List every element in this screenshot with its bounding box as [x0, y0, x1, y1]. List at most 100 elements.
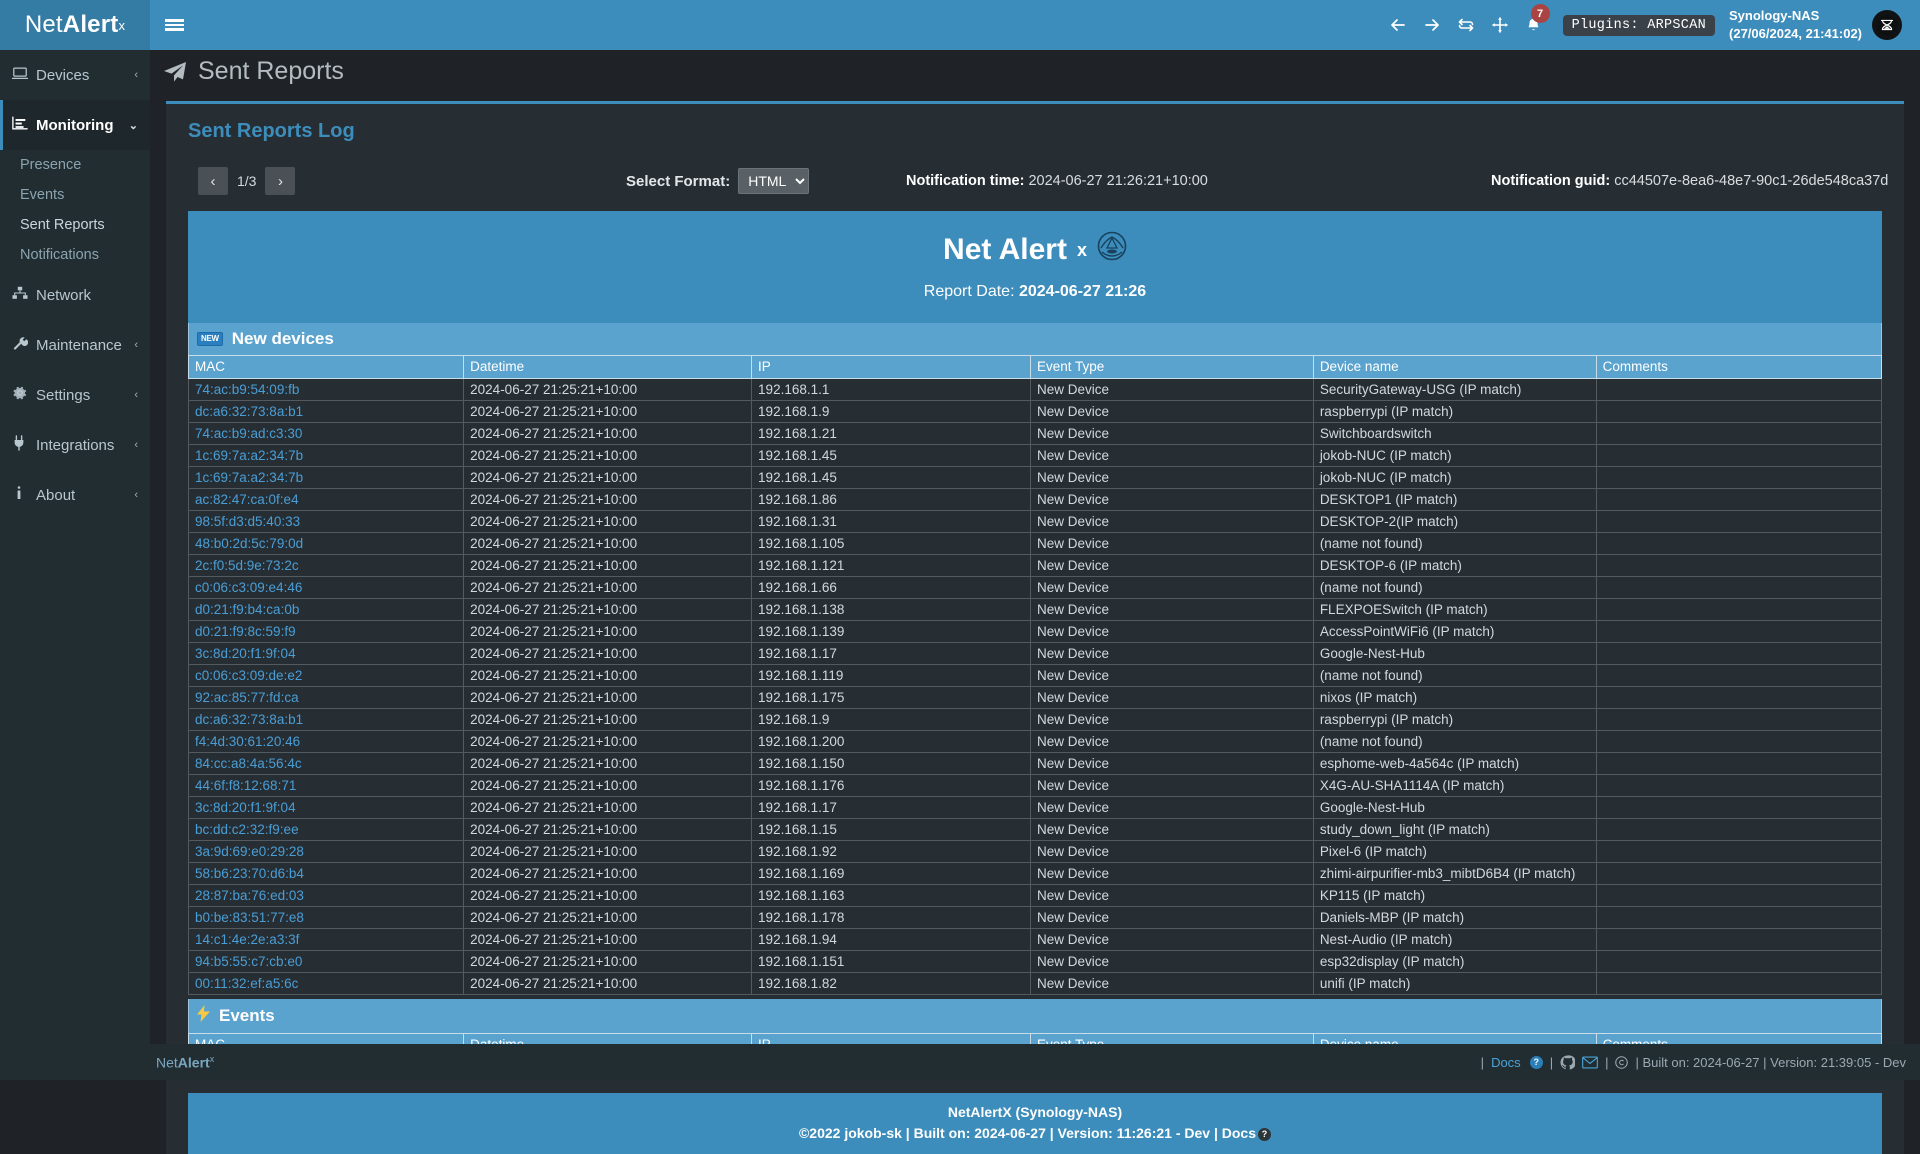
refresh-icon[interactable] [1449, 0, 1483, 50]
cell-mac[interactable]: 94:b5:55:c7:cb:e0 [189, 951, 464, 973]
cell-mac[interactable]: d0:21:f9:b4:ca:0b [189, 599, 464, 621]
cell-mac[interactable]: 00:11:32:ef:a5:6c [189, 973, 464, 995]
cell-mac[interactable]: 1c:69:7a:a2:34:7b [189, 445, 464, 467]
cell-mac[interactable]: b0:be:83:51:77:e8 [189, 907, 464, 929]
cell-event-type: New Device [1031, 929, 1314, 951]
format-select[interactable]: HTML [738, 168, 809, 194]
report-controls: ‹ 1/3 › Select Format: HTML Notification… [166, 155, 1904, 207]
arrows-move-icon[interactable] [1483, 0, 1517, 50]
notification-time-label: Notification time: [906, 173, 1024, 189]
avatar[interactable] [1872, 10, 1902, 40]
mail-icon[interactable] [1582, 1056, 1598, 1069]
cell-mac[interactable]: 1c:69:7a:a2:34:7b [189, 467, 464, 489]
cell-mac[interactable]: 98:5f:d3:d5:40:33 [189, 511, 464, 533]
cell-device-name: study_down_light (IP match) [1313, 819, 1596, 841]
cell-mac[interactable]: 48:b0:2d:5c:79:0d [189, 533, 464, 555]
cell-mac[interactable]: bc:dd:c2:32:f9:ee [189, 819, 464, 841]
cell-mac[interactable]: 3c:8d:20:f1:9f:04 [189, 797, 464, 819]
sidebar-item-maintenance[interactable]: Maintenance ‹ [0, 320, 150, 370]
cell-mac[interactable]: 3a:9d:69:e0:29:28 [189, 841, 464, 863]
cell-mac[interactable]: 44:6f:f8:12:68:71 [189, 775, 464, 797]
column-header-ip: IP [752, 356, 1031, 379]
sidebar-item-network[interactable]: Network [0, 270, 150, 320]
cell-mac[interactable]: 74:ac:b9:ad:c3:30 [189, 423, 464, 445]
cell-mac[interactable]: dc:a6:32:73:8a:b1 [189, 401, 464, 423]
cell-comments [1596, 753, 1881, 775]
cell-mac[interactable]: 84:cc:a8:4a:56:4c [189, 753, 464, 775]
sidebar-item-monitoring[interactable]: Monitoring ⌄ [0, 100, 150, 150]
cell-mac[interactable]: 2c:f0:5d:9e:73:2c [189, 555, 464, 577]
cell-mac[interactable]: c0:06:c3:09:de:e2 [189, 665, 464, 687]
cell-mac[interactable]: 92:ac:85:77:fd:ca [189, 687, 464, 709]
sidebar-item-events[interactable]: Events [0, 180, 150, 210]
bell-icon[interactable]: 7 [1517, 0, 1551, 50]
cell-mac[interactable]: 28:87:ba:76:ed:03 [189, 885, 464, 907]
next-page-button[interactable]: › [265, 167, 295, 195]
cell-mac[interactable]: 14:c1:4e:2e:a3:3f [189, 929, 464, 951]
help-circle-icon[interactable]: ? [1530, 1056, 1543, 1069]
cell-mac[interactable]: 74:ac:b9:54:09:fb [189, 379, 464, 401]
sidebar-item-presence[interactable]: Presence [0, 150, 150, 180]
cell-comments [1596, 401, 1881, 423]
cell-mac[interactable]: c0:06:c3:09:e4:46 [189, 577, 464, 599]
cell-mac[interactable]: dc:a6:32:73:8a:b1 [189, 709, 464, 731]
help-circle-icon[interactable]: ? [1258, 1128, 1271, 1141]
sidebar-label-monitoring: Monitoring [36, 117, 129, 134]
chevron-down-icon: ⌄ [129, 119, 138, 132]
plugins-status-chip[interactable]: Plugins: ARPSCAN [1563, 15, 1715, 36]
cell-mac[interactable]: 3c:8d:20:f1:9f:04 [189, 643, 464, 665]
sidebar-item-sent-reports[interactable]: Sent Reports [0, 210, 150, 240]
sidebar-item-integrations[interactable]: Integrations ‹ [0, 420, 150, 470]
sidebar-item-notifications[interactable]: Notifications [0, 240, 150, 270]
cell-event-type: New Device [1031, 797, 1314, 819]
sidebar-item-about[interactable]: About ‹ [0, 470, 150, 520]
cell-mac[interactable]: ac:82:47:ca:0f:e4 [189, 489, 464, 511]
column-header-comments: Comments [1596, 356, 1881, 379]
cell-mac[interactable]: d0:21:f9:8c:59:f9 [189, 621, 464, 643]
cell-datetime: 2024-06-27 21:25:21+10:00 [464, 467, 752, 489]
laptop-icon [12, 67, 36, 84]
arrow-right-icon[interactable] [1415, 0, 1449, 50]
sidebar-item-settings[interactable]: Settings ‹ [0, 370, 150, 420]
hamburger-icon[interactable] [150, 0, 198, 50]
cell-mac[interactable]: 58:b6:23:70:d6:b4 [189, 863, 464, 885]
cell-mac[interactable]: f4:4d:30:61:20:46 [189, 731, 464, 753]
docs-link[interactable]: Docs [1491, 1055, 1521, 1070]
previous-page-button[interactable]: ‹ [198, 167, 228, 195]
report-footer-line2: ©2022 jokob-sk | Built on: 2024-06-27 | … [799, 1125, 1256, 1141]
panel-heading[interactable]: Sent Reports Log [166, 104, 1904, 143]
sidebar-item-devices[interactable]: Devices ‹ [0, 50, 150, 100]
arrow-left-icon[interactable] [1381, 0, 1415, 50]
brand-text-bold: Alert [63, 11, 119, 39]
github-icon[interactable] [1560, 1055, 1575, 1070]
